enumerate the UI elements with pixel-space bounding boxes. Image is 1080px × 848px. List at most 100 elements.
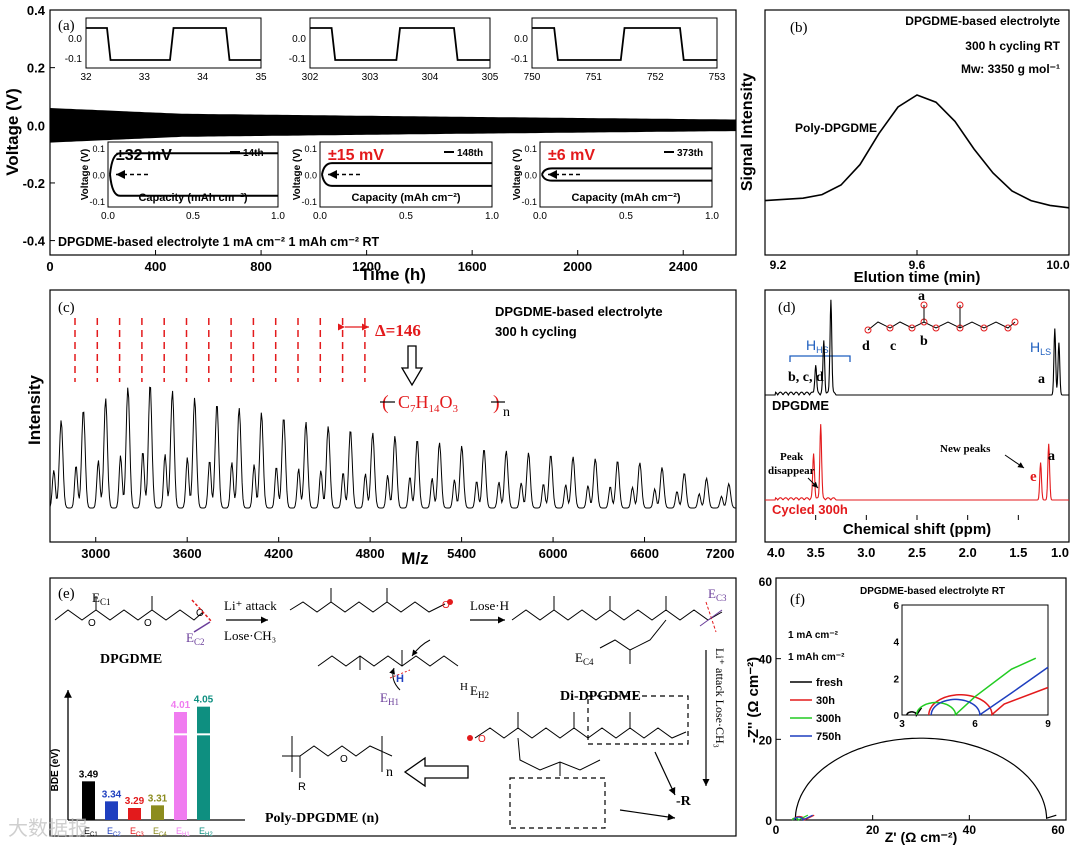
c-xtick-label: 4200 (264, 546, 293, 561)
f-inset-ytick-label: 4 (893, 638, 899, 649)
a-xtick-label: 1200 (352, 259, 381, 274)
panel-c-info-1: DPGDME-based electrolyte (495, 304, 663, 319)
hls-label: HLS (1030, 339, 1051, 357)
inset-ytick-label: 0.0 (514, 34, 528, 45)
eh2-label: EH2 (470, 683, 489, 700)
nmr-dpgdme (765, 299, 1069, 397)
eh1-label: EH1 (380, 690, 399, 707)
legend-label: 300h (816, 713, 841, 725)
ec3-label: EC3 (708, 586, 727, 603)
panel-c-label: (c) (58, 300, 75, 316)
bde-bar-EC3 (128, 808, 141, 820)
poly-skeleton (282, 736, 393, 778)
f-inset-xtick-label: 9 (1045, 719, 1051, 730)
cycle-label: 148th (457, 148, 483, 159)
nyquist-fresh (794, 737, 1057, 821)
radical-o: O (442, 600, 450, 611)
bde-category-label: EC4 (153, 826, 167, 838)
lose-h-label: Lose·H (470, 598, 509, 613)
cap-ytick-label: 0.0 (92, 171, 105, 181)
radical-dot (447, 599, 453, 605)
peak-disappear-arrow (807, 477, 819, 489)
poly-dpgdme-name: Poly-DPGDME (n) (265, 811, 379, 826)
c-xtick-label: 6600 (630, 546, 659, 561)
d-xtick-label: 2.0 (959, 545, 977, 560)
radical-skeleton (289, 588, 446, 613)
watermark: 大数据报 (8, 817, 88, 840)
panel-c-frame (49, 289, 737, 543)
discharge-curve (321, 174, 492, 187)
f-inset-ytick-label: 6 (893, 601, 899, 612)
panel-f-cond-2: 1 mAh cm⁻² (788, 652, 845, 663)
cap-ytick-label: 0.0 (304, 171, 317, 181)
square-wave-1 (86, 27, 261, 61)
cap-xtick-label: 0.5 (399, 211, 413, 222)
struct-label-d: d (862, 339, 870, 354)
legend-label: fresh (816, 677, 843, 689)
c-xtick-label: 4800 (356, 546, 385, 561)
bde-bar-EC2 (105, 801, 118, 820)
nyquist-750h (793, 814, 813, 821)
panel-f-frame (775, 577, 1067, 821)
f-xtick-label: 0 (773, 823, 780, 837)
d-xtick-label: 2.5 (908, 545, 926, 560)
b-xtick-label: 9.2 (770, 258, 787, 272)
delta-label: Δ=146 (375, 321, 421, 340)
a-ytick-label: 0.0 (27, 118, 45, 133)
c-xtick-label: 3000 (81, 546, 110, 561)
bde-bar-EC1 (82, 781, 95, 820)
hollow-arrow (403, 756, 469, 788)
f-ytick-label: 40 (759, 653, 773, 667)
struct-label-b: b (920, 334, 928, 349)
panel-b-info-2: 300 h cycling RT (965, 39, 1060, 53)
repeat-unit-bracket-left: ( (382, 392, 389, 414)
product-radical-dot (467, 735, 473, 741)
new-peaks-label: New peaks (940, 443, 991, 455)
bde-category-label: EH1 (176, 826, 190, 838)
panel-f-title: DPGDME-based electrolyte RT (860, 586, 1005, 597)
inset-curve-30h (928, 686, 1049, 717)
inset-xtick-label: 752 (647, 72, 664, 83)
panel-b-info-3: Mw: 3350 g mol⁻¹ (961, 62, 1060, 76)
bde-value-label: 3.49 (79, 769, 99, 780)
cap-xlabel: Capacity (mAh cm⁻²) (351, 192, 460, 204)
cap-ytick-label: 0.1 (92, 144, 105, 154)
axis-break (196, 733, 211, 736)
a-ytick-label: -0.4 (23, 234, 46, 249)
dpgdme-series-label: DPGDME (772, 398, 829, 413)
h-atom: H (396, 673, 404, 685)
dashed-box-1 (587, 695, 689, 745)
capacity-inset-2 (319, 141, 493, 208)
panel-d-frame (764, 289, 1070, 543)
cycle-label: 373th (677, 148, 703, 159)
di-dpgdme-skeleton (511, 596, 723, 664)
repeat-unit-n: n (503, 405, 510, 420)
struct-label-a: a (918, 289, 925, 304)
inset-ytick-label: -0.1 (289, 54, 307, 65)
dashed-box-2 (509, 777, 606, 829)
panel-a-ylabel: Voltage (V) (3, 88, 22, 176)
a-ytick-label: 0.4 (27, 3, 46, 18)
cap-xtick-label: 0.5 (619, 211, 633, 222)
panel-b-label: (b) (790, 20, 808, 36)
panel-f-ylabel: -Z'' (Ω cm⁻²) (745, 657, 762, 743)
inset-xtick-label: 305 (482, 72, 499, 83)
overpotential-label: ±32 mV (116, 147, 172, 164)
cap-xlabel: Capacity (mAh cm⁻²) (138, 192, 247, 204)
inset-ytick-label: 0.0 (292, 34, 306, 45)
axis-break (173, 733, 188, 736)
dpgdme-structure (864, 301, 1019, 334)
square-wave-2 (310, 27, 490, 61)
new-peaks-arrow (1004, 454, 1025, 469)
cap-xtick-label: 1.0 (271, 211, 285, 222)
bde-bar-EH2 (197, 706, 210, 820)
li-attack-vertical: Li⁺ attack Lose·CH₃ (713, 648, 727, 748)
arrow-r2 (654, 751, 676, 796)
inset-xtick-label: 35 (255, 72, 267, 83)
poly-o: O (340, 754, 348, 765)
legend-label: 750h (816, 731, 841, 743)
d-xtick-label: 1.5 (1009, 545, 1027, 560)
poly-r: R (298, 781, 306, 793)
e-label: e (1030, 469, 1037, 485)
